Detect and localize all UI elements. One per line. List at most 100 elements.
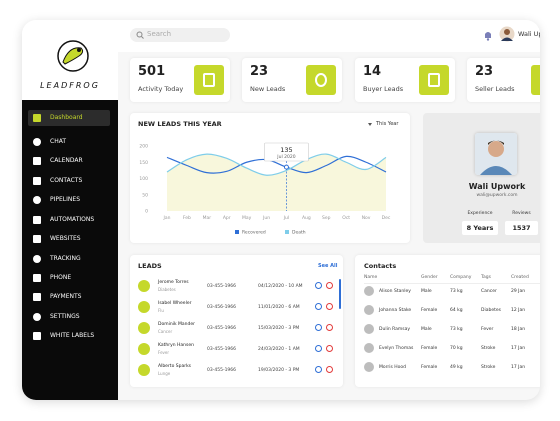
lead-date: 15/03/2020 - 3 PM: [258, 325, 300, 331]
user-avatar[interactable]: [499, 26, 515, 42]
y-tick-label: 100: [139, 176, 148, 182]
nav-icon: [33, 138, 41, 146]
x-tick-label: Jan: [163, 215, 171, 221]
lead-phone: 03-456-1966: [207, 304, 237, 310]
nav-item[interactable]: CHAT: [50, 138, 67, 145]
nav-item[interactable]: CONTACTS: [50, 177, 83, 184]
lead-tag: Cancer: [158, 329, 173, 334]
lead-avatar: [138, 364, 150, 376]
lead-name: Dominik Mander: [158, 322, 195, 327]
nav-icon: [33, 313, 41, 321]
contact-cell: Fever: [481, 326, 494, 332]
leads-card: LEADS See All Jerome Torres Diabetes 03-455-…: [130, 255, 343, 387]
accept-button[interactable]: [315, 366, 322, 373]
nav-item[interactable]: AUTOMATIONS: [50, 216, 95, 223]
contact-cell: Female: [421, 345, 438, 351]
lead-name: Kathryn Hansen: [158, 343, 194, 348]
leads-title: LEADS: [138, 262, 162, 270]
reviews-label: Reviews: [512, 211, 531, 216]
nav-item[interactable]: PAYMENTS: [50, 293, 82, 300]
nav-item[interactable]: Dashboard: [50, 114, 83, 121]
reviews-value: 1537: [505, 221, 538, 235]
reject-button[interactable]: [326, 303, 333, 310]
stat-icon-glyph: [428, 73, 440, 87]
lead-name: Isabel Wheeler: [158, 301, 192, 306]
lead-avatar: [138, 322, 150, 334]
reject-button[interactable]: [326, 282, 333, 289]
reject-button[interactable]: [326, 345, 333, 352]
legend-swatch: [285, 230, 289, 234]
lead-date: 24/03/2020 - 1 AM: [258, 346, 300, 352]
nav-item[interactable]: PIPELINES: [50, 196, 80, 203]
nav-item[interactable]: TRACKING: [50, 255, 81, 262]
x-tick-label: Feb: [183, 215, 191, 221]
accept-button[interactable]: [315, 345, 322, 352]
lead-avatar: [138, 280, 150, 292]
nav-item[interactable]: CALENDAR: [50, 157, 83, 164]
nav-item[interactable]: PHONE: [50, 274, 72, 281]
contact-cell: Evelyn Thomas: [379, 345, 414, 351]
reject-button[interactable]: [326, 324, 333, 331]
lead-tag: Fever: [158, 350, 170, 355]
nav-icon: [33, 235, 41, 243]
contact-cell: 17 Jan: [511, 345, 526, 351]
contact-cell: Stroke: [481, 345, 496, 351]
x-tick-label: Aug: [302, 215, 311, 221]
notification-icon[interactable]: [482, 29, 494, 41]
profile-name: Wali Upwork: [468, 182, 526, 191]
x-tick-label: Dec: [382, 215, 391, 221]
lead-tag: Diabetes: [158, 287, 176, 292]
y-tick-label: 0: [145, 209, 148, 215]
stat-card: 501 Activity Today: [130, 58, 230, 102]
contact-cell: Female: [421, 307, 438, 313]
x-tick-label: Jul: [283, 215, 289, 221]
contact-cell: Alison Stanley: [379, 288, 411, 294]
x-tick-label: Apr: [223, 215, 231, 221]
stat-icon: [531, 65, 540, 95]
lead-phone: 03-455-1966: [207, 283, 237, 289]
nav-item[interactable]: WHITE LABELS: [50, 332, 95, 339]
reject-button[interactable]: [326, 366, 333, 373]
lead-phone: 03-455-1966: [207, 367, 237, 373]
legend-swatch: [235, 230, 239, 234]
nav-item[interactable]: WEBSITES: [50, 235, 81, 242]
accept-button[interactable]: [315, 324, 322, 331]
logo-area: [22, 20, 118, 100]
x-tick-label: Jun: [262, 215, 270, 221]
lead-date: 04/12/2020 - 10 AM: [258, 283, 303, 289]
search-placeholder: Search: [147, 30, 172, 38]
contact-cell: Dulin Ramsay: [379, 326, 411, 332]
lead-avatar: [138, 301, 150, 313]
contact-cell: 49 kg: [450, 364, 463, 370]
contact-cell: 64 kg: [450, 307, 463, 313]
user-name[interactable]: Wali Up: [518, 30, 540, 38]
nav-icon: [33, 216, 41, 224]
see-all-link[interactable]: See All: [318, 263, 338, 269]
period-dropdown[interactable]: This Year: [376, 121, 399, 127]
x-tick-label: Mar: [203, 215, 212, 221]
contact-cell: Male: [421, 288, 432, 294]
nav-icon: [33, 274, 41, 282]
nav-icon: [33, 332, 41, 340]
accept-button[interactable]: [315, 282, 322, 289]
search-box[interactable]: Search: [130, 28, 230, 42]
x-tick-label: Sep: [322, 215, 331, 221]
stat-icon: [419, 65, 449, 95]
line-chart: 0 50 100 150 200 Jan Feb Mar Apr May Jun Jul Aug Sep O…: [139, 142, 391, 236]
contacts-title: Contacts: [364, 262, 397, 270]
lead-phone: 03-455-1966: [207, 346, 237, 352]
contact-avatar: [364, 286, 374, 296]
nav-icon: [33, 177, 41, 185]
stat-label: Buyer Leads: [363, 85, 404, 93]
y-tick-label: 200: [139, 144, 148, 150]
contact-cell: 73 kg: [450, 288, 463, 294]
contact-avatar: [364, 305, 374, 315]
stat-icon: [306, 65, 336, 95]
nav-item[interactable]: SETTINGS: [50, 313, 80, 320]
accept-button[interactable]: [315, 303, 322, 310]
nav-icon: [33, 114, 41, 122]
series-line: [166, 153, 387, 176]
contact-avatar: [364, 362, 374, 372]
legend-label: Death: [292, 230, 306, 236]
